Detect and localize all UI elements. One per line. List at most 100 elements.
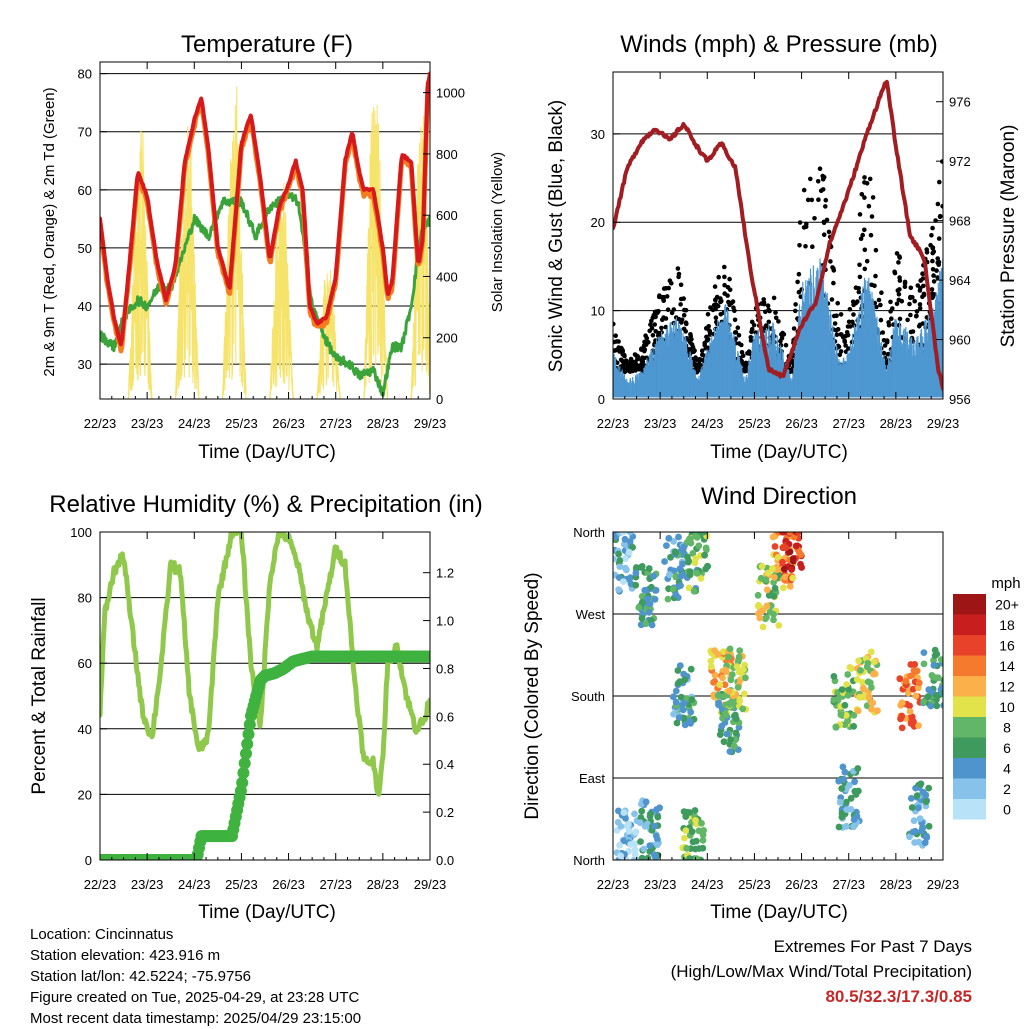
gust-point xyxy=(748,335,754,340)
direction-point xyxy=(795,532,803,536)
gust-point xyxy=(722,274,727,280)
gust-point xyxy=(727,276,732,282)
direction-point xyxy=(721,666,729,674)
gust-point xyxy=(688,333,693,339)
gust-point xyxy=(856,289,862,295)
direction-point xyxy=(835,823,843,831)
direction-point xyxy=(653,841,661,849)
gust-point xyxy=(682,307,687,313)
gust-point xyxy=(862,247,868,253)
gust-point xyxy=(613,333,618,339)
y-tick-label: 20 xyxy=(78,787,92,802)
direction-point xyxy=(843,806,851,813)
figure-created: Figure created on Tue, 2025-04-29, at 23… xyxy=(30,989,360,1006)
direction-point xyxy=(681,676,689,683)
direction-point xyxy=(920,698,928,706)
direction-point xyxy=(623,566,630,574)
temperature-panel: Temperature (F) 22/23 23/23 24/23 25/23 26/2… xyxy=(41,31,506,463)
direction-point xyxy=(871,670,879,678)
y-tick-label: 60 xyxy=(78,183,92,198)
gust-point xyxy=(843,333,848,339)
direction-point xyxy=(782,544,790,552)
direction-point xyxy=(676,565,684,572)
direction-point xyxy=(691,807,699,814)
direction-point xyxy=(686,809,694,816)
direction-point xyxy=(693,855,700,860)
gust-point xyxy=(845,324,851,329)
x-tick-label: 28/23 xyxy=(880,416,913,431)
gust-point xyxy=(718,299,723,305)
direction-point xyxy=(909,685,917,693)
y-tick-label-right: 1.0 xyxy=(436,614,454,629)
gust-point xyxy=(870,195,876,200)
gust-point xyxy=(767,308,772,314)
gust-point xyxy=(816,197,821,202)
direction-point xyxy=(674,667,682,674)
direction-point xyxy=(910,718,917,726)
winds-ylabel-left: Sonic Wind & Gust (Blue, Black) xyxy=(546,100,567,372)
direction-point xyxy=(734,684,742,691)
gust-point xyxy=(679,317,685,323)
x-tick-label: 26/23 xyxy=(272,416,305,431)
direction-left-ticks: North East South West North xyxy=(571,525,620,868)
direction-point xyxy=(907,672,914,680)
gust-point xyxy=(810,244,815,249)
direction-point xyxy=(865,693,873,701)
precip-point xyxy=(240,747,252,760)
y-tick-label-right: 400 xyxy=(436,269,458,284)
direction-point xyxy=(779,558,786,566)
direction-point xyxy=(697,575,705,582)
x-tick-label: 24/23 xyxy=(691,416,724,431)
colorbar-swatch xyxy=(953,758,986,779)
gust-point xyxy=(736,333,742,338)
direction-point xyxy=(681,721,689,729)
gust-point xyxy=(716,274,721,280)
gust-point xyxy=(710,307,715,312)
temperature-ylabel-right: Solar Insolation (Yellow) xyxy=(489,152,506,312)
gust-point xyxy=(834,313,839,319)
colorbar-label: 10 xyxy=(999,699,1015,715)
direction-point xyxy=(692,555,700,562)
direction-point xyxy=(775,622,783,629)
gust-point xyxy=(753,330,759,335)
direction-point xyxy=(797,560,804,568)
direction-point xyxy=(617,852,624,860)
gust-point xyxy=(889,316,894,322)
gust-point xyxy=(618,357,624,363)
gust-point xyxy=(881,338,887,343)
gust-point xyxy=(653,329,658,334)
gust-point xyxy=(894,301,900,307)
direction-point xyxy=(652,586,660,594)
gust-point xyxy=(700,352,706,358)
y-tick-label-right: 972 xyxy=(949,154,971,169)
gust-point xyxy=(857,212,863,217)
direction-point xyxy=(692,532,699,540)
gust-point xyxy=(928,242,933,248)
gust-point xyxy=(714,294,720,300)
direction-point xyxy=(838,686,846,693)
gust-point xyxy=(933,218,938,223)
gust-point xyxy=(908,312,913,318)
direction-point xyxy=(844,692,852,699)
gust-point xyxy=(918,278,923,283)
direction-point xyxy=(638,614,646,622)
y-tick-label: 0 xyxy=(85,853,92,868)
y-tick-label-right: 0.6 xyxy=(436,709,454,724)
direction-point xyxy=(637,838,644,845)
station-info: Location: Cincinnatus Station elevation:… xyxy=(30,924,361,1029)
gust-point xyxy=(803,244,808,249)
direction-point xyxy=(727,736,734,744)
gust-point xyxy=(843,343,848,348)
gust-point xyxy=(931,273,936,278)
data-timestamp: Most recent data timestamp: 2025/04/29 2… xyxy=(30,1010,362,1027)
gust-point xyxy=(714,302,719,308)
x-tick-label: 27/23 xyxy=(832,877,865,892)
gust-point xyxy=(736,341,742,346)
direction-point xyxy=(896,675,904,683)
gust-point xyxy=(765,303,771,309)
gust-point xyxy=(860,232,865,238)
direction-point xyxy=(940,689,943,696)
direction-point xyxy=(766,608,774,616)
gust-point xyxy=(783,342,789,348)
x-tick-label: 29/23 xyxy=(927,416,960,431)
